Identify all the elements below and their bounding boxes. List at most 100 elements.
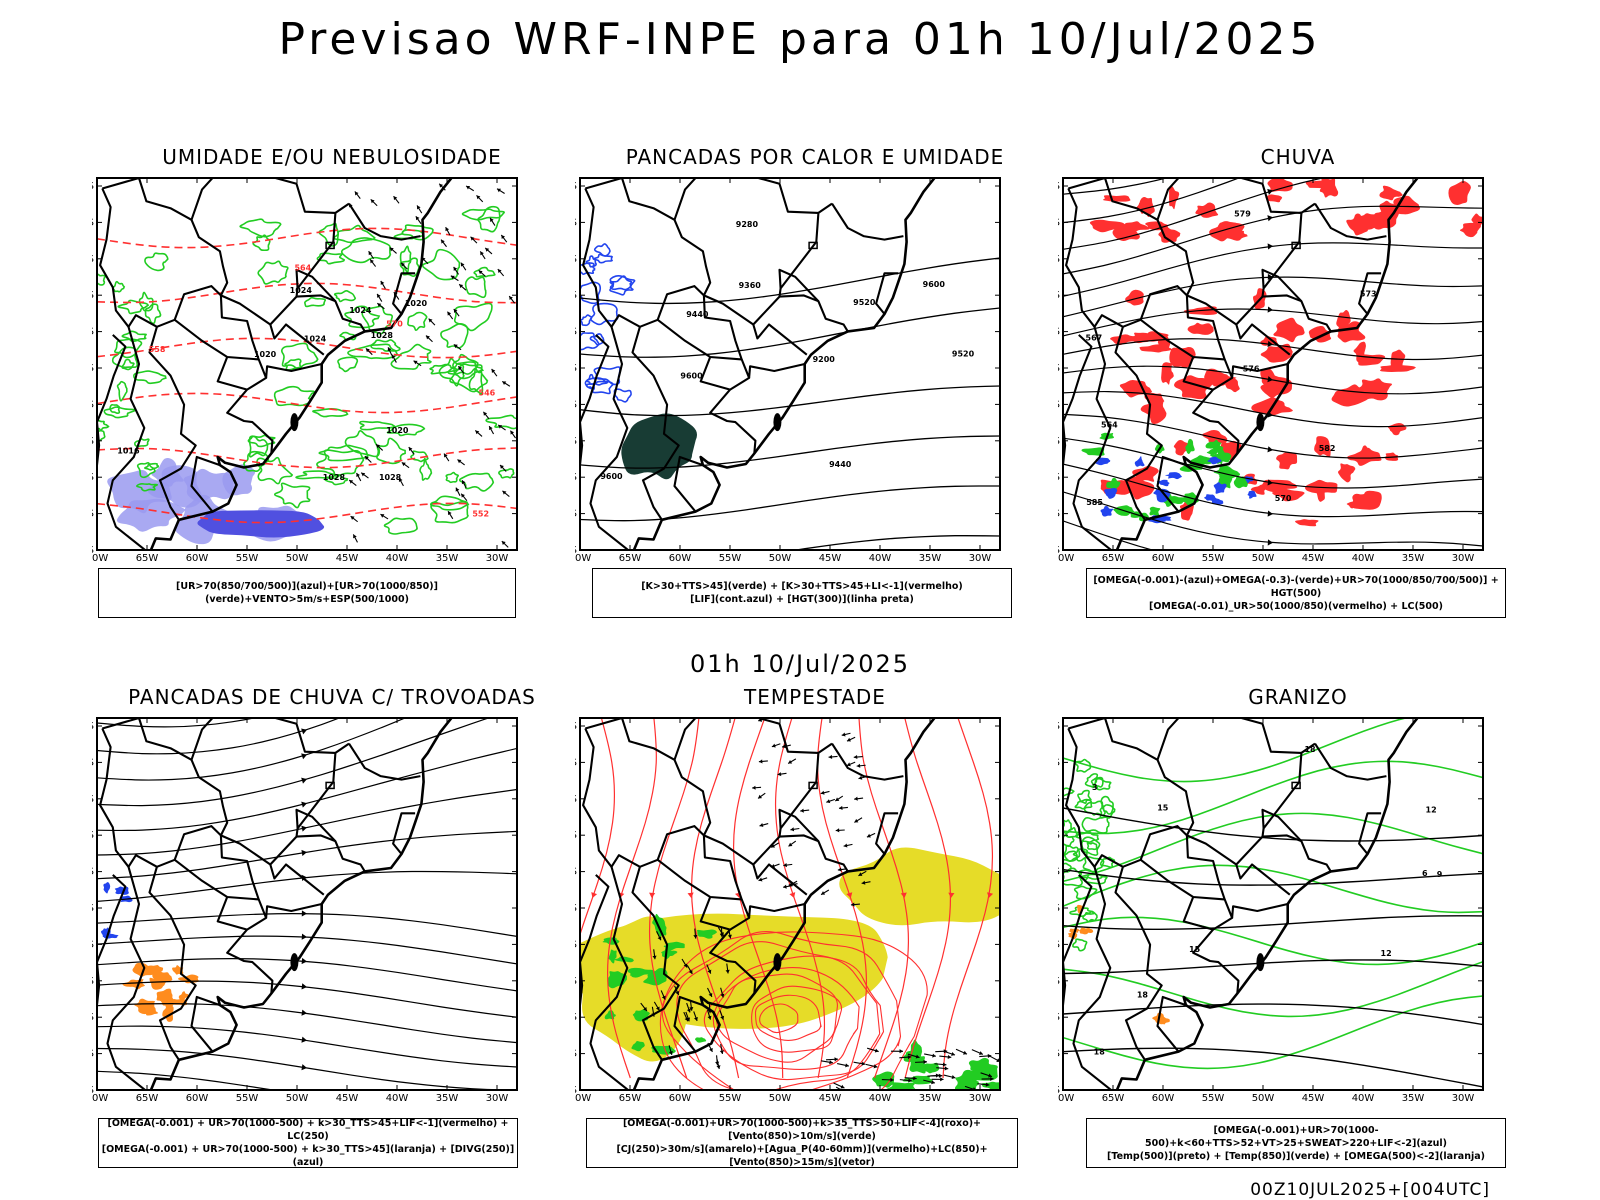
arrowhead	[497, 269, 502, 274]
lat-label: 39S	[575, 1049, 577, 1060]
contour-label: 546	[479, 389, 496, 398]
border-line	[673, 995, 704, 1053]
arrowhead	[460, 262, 465, 267]
arrowhead	[483, 411, 488, 416]
streamline	[1063, 276, 1483, 318]
contour-label: 9	[1437, 870, 1443, 879]
border-line	[1068, 178, 1240, 454]
humidity-green-contour	[316, 252, 345, 265]
border-line	[1186, 202, 1316, 326]
field-layer	[1063, 178, 1483, 550]
panel-chuva: CHUVA 585 582 579 576 573 570 567 564 12S 15S 18S 2…	[1058, 145, 1538, 615]
lon-label: 45W	[336, 1093, 359, 1104]
temp850-green-contour	[1074, 758, 1092, 773]
coastline	[632, 178, 937, 550]
humidity-green-contour	[138, 291, 154, 312]
border-line	[831, 743, 904, 781]
arrowhead	[453, 344, 458, 349]
border-line	[657, 858, 742, 901]
streamline-red	[858, 718, 910, 1079]
lake	[773, 953, 782, 972]
streamline	[1063, 413, 1483, 459]
humidity-green-contour	[144, 252, 169, 272]
rain-blue-area	[1213, 482, 1227, 494]
rain-red-area	[1353, 341, 1366, 363]
temp850-green-contour	[1100, 795, 1114, 815]
contour-label: 1024	[349, 306, 372, 315]
rain-red-area	[1387, 423, 1407, 436]
border-line	[265, 362, 322, 378]
lon-label: 65W	[136, 1093, 159, 1104]
rain-red-area	[1267, 178, 1293, 192]
rain-red-area	[1089, 219, 1125, 233]
geography-layer	[580, 718, 937, 1090]
panel-title: CHUVA	[1260, 145, 1336, 169]
lif-blue-contour	[585, 380, 614, 395]
lat-label: 33S	[575, 976, 577, 987]
contour-label: 15	[1189, 945, 1201, 954]
map-svg: 1016 1020 1020 1024 1024 1020 1024 1028 1028 1028…	[92, 177, 518, 564]
arrowhead	[509, 296, 513, 301]
border-line	[831, 203, 904, 241]
arrowhead	[727, 934, 732, 939]
arrowhead	[393, 196, 398, 201]
humidity-green-contour	[430, 501, 469, 524]
humidity-green-contour	[344, 430, 381, 458]
arrowhead	[985, 1082, 990, 1087]
arrowhead	[498, 424, 503, 429]
arrowhead	[963, 1050, 967, 1055]
lake	[1256, 953, 1265, 972]
field-layer	[97, 183, 517, 548]
border-line	[190, 718, 336, 761]
lat-label: 21S	[92, 290, 94, 301]
humidity-green-contour	[97, 419, 110, 432]
map-layer	[97, 718, 517, 1090]
arrowhead	[361, 472, 366, 477]
humidity-green-contour	[333, 290, 357, 303]
lake	[1256, 413, 1265, 432]
contour-label: 1024	[290, 286, 313, 295]
humidity-blue-core	[197, 510, 325, 538]
lif-blue-contour	[580, 332, 600, 351]
humidity-green-contour	[273, 482, 311, 509]
contour-label: 9440	[686, 310, 709, 319]
humidity-green-contour	[370, 339, 401, 352]
lon-label: 35W	[436, 553, 459, 564]
lc850-red-contour	[751, 985, 843, 1053]
lon-label: 35W	[919, 1093, 942, 1104]
border-line	[1114, 866, 1163, 1061]
border-line	[102, 178, 274, 454]
wind850-green-area	[697, 929, 717, 939]
thickness-contour	[97, 227, 517, 249]
arrowhead	[856, 763, 861, 768]
arrowhead	[661, 995, 666, 1000]
arrowhead	[947, 1054, 952, 1060]
humidity-blue-area	[116, 498, 186, 532]
geography-layer	[1063, 718, 1420, 1090]
arrowhead	[500, 464, 504, 469]
humidity-green-contour	[449, 363, 489, 393]
wind850-green-area	[608, 949, 617, 964]
lat-label: 12S	[575, 181, 577, 192]
border-line	[99, 188, 222, 328]
wind850-green-area	[981, 1081, 1000, 1090]
lon-label: 50W	[769, 553, 792, 564]
arrowhead	[301, 801, 307, 808]
lat-label: 33S	[1058, 976, 1060, 987]
arrowhead	[459, 284, 464, 289]
temp850-green-contour	[1099, 804, 1116, 819]
border-line	[582, 188, 705, 328]
map-layer	[580, 178, 1000, 550]
lat-label: 30S	[1058, 939, 1060, 950]
arrowhead	[457, 459, 462, 464]
arrowhead	[349, 480, 354, 484]
contour-label: 1028	[371, 331, 394, 340]
coastline	[1115, 718, 1420, 1090]
arrowhead	[800, 808, 804, 813]
lon-label: 55W	[236, 553, 259, 564]
border-line	[1231, 902, 1288, 918]
arrowhead	[841, 732, 846, 737]
streamline	[1063, 390, 1483, 428]
arrowhead	[1267, 188, 1273, 195]
border-line	[589, 866, 630, 1090]
